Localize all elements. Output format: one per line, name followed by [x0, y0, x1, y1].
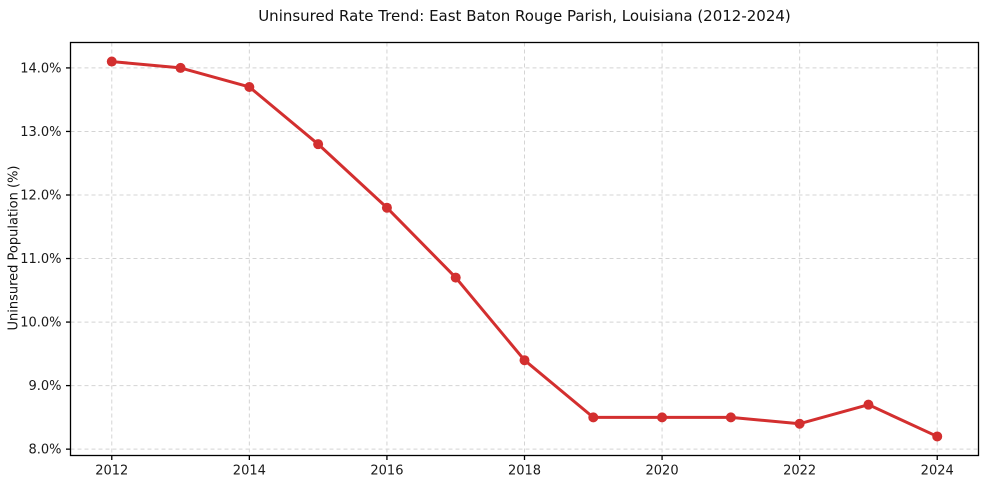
y-tick-label: 9.0% [28, 379, 61, 394]
data-point-2018 [519, 355, 530, 366]
y-tick-label: 10.0% [20, 316, 61, 331]
x-tick-label: 2014 [233, 464, 266, 479]
data-point-2013 [175, 62, 186, 73]
data-point-2016 [381, 202, 392, 213]
data-point-2017 [450, 272, 461, 283]
data-point-2021 [725, 412, 736, 423]
data-point-2024 [932, 431, 943, 442]
data-point-2020 [657, 412, 668, 423]
x-tick-label: 2022 [783, 464, 816, 479]
y-tick-label: 14.0% [20, 61, 61, 76]
x-tick-label: 2024 [921, 464, 954, 479]
y-tick-label: 11.0% [20, 252, 61, 267]
data-point-2012 [106, 56, 117, 67]
data-point-2015 [313, 139, 324, 150]
y-tick-label: 8.0% [28, 443, 61, 458]
chart-title: Uninsured Rate Trend: East Baton Rouge P… [258, 7, 791, 25]
x-tick-label: 2018 [508, 464, 541, 479]
y-tick-label: 13.0% [20, 125, 61, 140]
x-tick-label: 2020 [646, 464, 679, 479]
data-point-2023 [863, 399, 874, 410]
data-point-2019 [588, 412, 599, 423]
data-point-2014 [244, 81, 255, 92]
data-point-2022 [794, 418, 805, 429]
x-tick-label: 2012 [95, 464, 128, 479]
x-tick-label: 2016 [370, 464, 403, 479]
y-tick-label: 12.0% [20, 188, 61, 203]
